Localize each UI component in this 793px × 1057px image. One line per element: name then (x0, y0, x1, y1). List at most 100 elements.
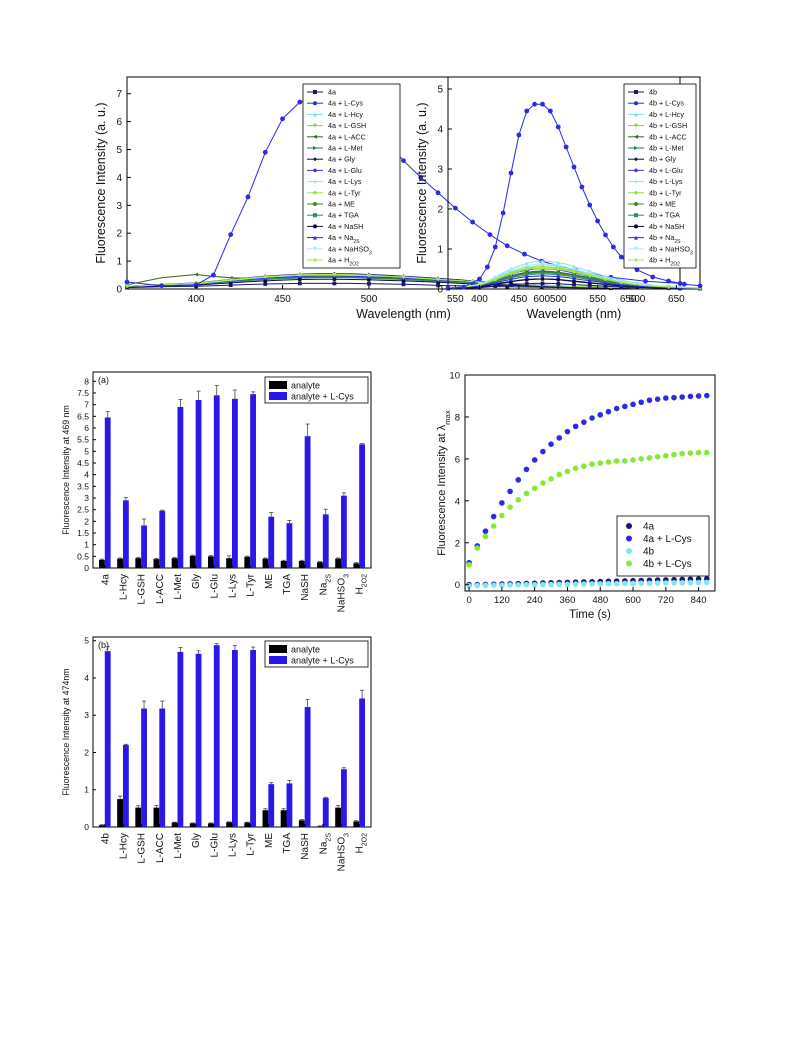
data-point (556, 281, 561, 286)
data-point (548, 441, 554, 448)
data-point (540, 266, 545, 271)
data-point (556, 435, 563, 441)
legend-label-main: 4a + NaSH (328, 222, 363, 231)
data-point (466, 561, 472, 568)
data-point (445, 285, 451, 291)
data-point (540, 271, 545, 276)
data-point (490, 513, 497, 520)
series-line (126, 274, 681, 289)
bar (286, 783, 293, 827)
legend-label: 4a + Gly (328, 155, 355, 164)
bar (104, 651, 111, 827)
series-line (447, 267, 701, 289)
x-tick-label: 600 (625, 595, 641, 606)
category-label-main: L-Hcy (118, 574, 129, 600)
category-label-main: L-Glu (209, 833, 220, 857)
legend-marker (634, 168, 638, 173)
legend-marker (313, 224, 317, 229)
x-tick-label: 500 (361, 294, 378, 305)
data-point (564, 428, 571, 435)
legend-label-main: 4a + L-Lys (328, 177, 362, 186)
legend-label: 4b + L-Hcy (649, 110, 684, 119)
legend-label-main: 4a + Gly (328, 155, 355, 164)
y-tick-label: 6 (116, 117, 122, 128)
legend-marker (634, 213, 638, 218)
data-point (262, 149, 268, 155)
data-point (124, 279, 130, 285)
category-label-main: ME (264, 574, 275, 589)
legend-label-subscript: 2O2 (670, 262, 680, 268)
data-point (679, 580, 686, 586)
data-point (504, 243, 510, 249)
data-point (523, 581, 530, 588)
y-tick-label: 7 (84, 400, 89, 410)
legend-label-main: 4b + L-GSH (649, 121, 687, 130)
bar (141, 525, 147, 568)
category-label: ME (264, 574, 275, 589)
y-tick-label: 0 (84, 822, 89, 832)
data-point (597, 412, 604, 418)
category-label: L-Lys (228, 574, 239, 598)
data-point (436, 277, 440, 282)
y-tick-label: 3 (437, 165, 443, 176)
data-point (556, 471, 563, 478)
data-point (610, 244, 616, 250)
data-point (572, 282, 576, 287)
x-tick-label: 400 (188, 294, 205, 305)
bar (335, 807, 342, 827)
series-line (126, 97, 681, 287)
data-point (654, 396, 661, 402)
data-point (634, 267, 640, 273)
legend-marker (634, 190, 638, 195)
data-point (564, 468, 571, 475)
y-tick-label: 4 (455, 496, 460, 507)
category-label: Na2S (318, 833, 332, 855)
category-label-main: L-GSH (137, 574, 148, 605)
legend-label: 4b (649, 88, 657, 97)
legend-marker (634, 146, 638, 150)
legend-label: 4a (643, 522, 655, 533)
y-tick-label: 1 (437, 245, 443, 256)
data-point (613, 458, 620, 464)
category-label: L-Met (173, 574, 184, 600)
data-point (245, 194, 251, 200)
legend-label-main: 4b + L-Tyr (649, 188, 682, 197)
legend-marker (313, 134, 317, 139)
bar (298, 820, 305, 827)
legend-label: 4b (643, 547, 655, 558)
legend-label-main: 4b + L-Hcy (649, 110, 684, 119)
panel-label: (b) (98, 640, 109, 650)
data-point (646, 455, 653, 461)
bar (177, 651, 184, 827)
data-point (367, 273, 371, 278)
legend-label-subscript: 2S (353, 239, 360, 245)
legend-label-main: 4a + L-Glu (328, 166, 362, 175)
legend-label-subscript: 2S (674, 239, 681, 245)
x-tick-label: 600 (629, 294, 646, 305)
y-tick-label: 5 (84, 636, 89, 646)
data-point (650, 274, 656, 280)
data-point (595, 218, 601, 224)
legend-label-main: 4a + L-Hcy (328, 110, 363, 119)
data-point (695, 449, 702, 456)
category-label-main: L-Tyr (246, 573, 257, 596)
y-tick-label: 0 (84, 563, 89, 573)
legend-label-main: 4b + TGA (649, 211, 680, 220)
data-point (228, 277, 233, 282)
legend-marker (634, 224, 638, 229)
legend-marker (634, 134, 638, 139)
y-tick-label: 1 (84, 785, 89, 795)
legend-label: analyte (291, 381, 320, 391)
y-tick-label: 4 (84, 673, 89, 683)
category-label-main: 4b (100, 833, 111, 845)
data-point (638, 399, 645, 406)
legend-marker (313, 258, 317, 262)
legend-label-main: 4b + L-Cys (649, 99, 684, 108)
data-point (589, 461, 595, 467)
x-tick-label: 0 (466, 595, 471, 606)
category-label-subscript: 2S (325, 574, 332, 583)
bar (359, 698, 366, 827)
data-point (671, 451, 677, 458)
data-point (509, 282, 513, 287)
